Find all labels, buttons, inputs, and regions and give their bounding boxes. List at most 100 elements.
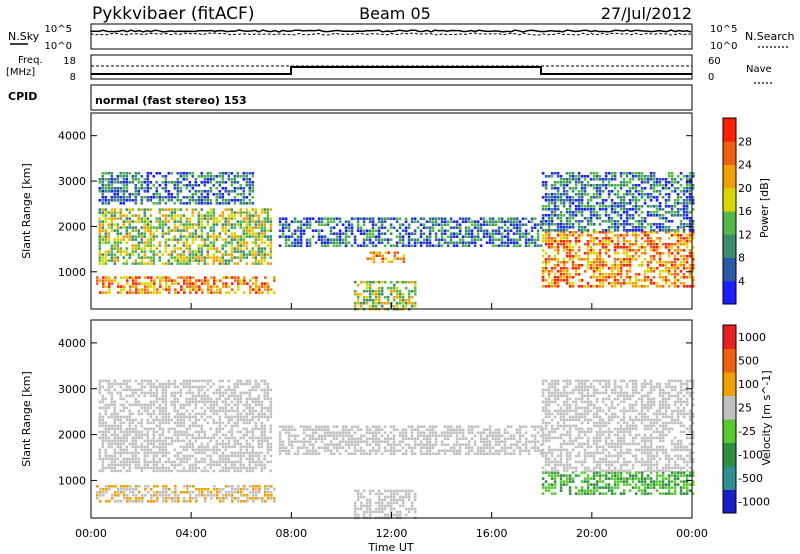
power-cell	[245, 178, 249, 181]
power-cell	[176, 196, 180, 199]
power-cell	[667, 246, 671, 249]
velocity-cell	[206, 448, 210, 452]
power-cell	[107, 202, 111, 205]
power-cell	[604, 211, 608, 214]
velocity-cell	[101, 460, 105, 464]
power-cell	[613, 234, 617, 237]
power-cell	[559, 184, 563, 187]
power-cell	[329, 238, 333, 241]
velocity-cell	[146, 460, 150, 464]
power-cell	[98, 256, 102, 259]
power-cell	[691, 285, 695, 288]
power-cell	[375, 251, 379, 254]
power-cell	[305, 244, 309, 247]
velocity-cell	[206, 469, 210, 473]
velocity-cell	[353, 440, 357, 443]
power-cell	[119, 199, 123, 202]
power-cell	[547, 234, 551, 237]
velocity-cell	[248, 409, 252, 413]
power-cell	[110, 247, 114, 250]
velocity-cell	[344, 431, 348, 434]
power-cell	[664, 202, 668, 205]
power-cell	[688, 276, 692, 279]
power-cell	[562, 234, 566, 237]
power-cell	[372, 257, 376, 260]
power-cell	[637, 190, 641, 193]
velocity-cell	[305, 449, 309, 452]
power-cell	[162, 279, 165, 282]
power-cell	[485, 229, 489, 232]
power-cell	[673, 261, 677, 264]
velocity-cell	[248, 436, 252, 440]
power-cell	[610, 276, 614, 279]
power-cell	[673, 205, 677, 208]
power-cell	[640, 205, 644, 208]
power-cell	[131, 208, 135, 211]
power-cell	[176, 172, 180, 175]
power-cell	[646, 285, 650, 288]
power-cell	[565, 237, 569, 240]
velocity-cell	[215, 400, 219, 404]
velocity-cell	[125, 433, 129, 437]
velocity-cell	[149, 412, 153, 416]
velocity-cell	[281, 440, 285, 443]
power-cell	[165, 285, 168, 288]
power-cell	[213, 282, 216, 285]
power-cell	[365, 235, 369, 238]
power-cell	[264, 276, 267, 279]
velocity-cell	[212, 460, 216, 464]
power-cell	[158, 217, 162, 220]
power-cell	[257, 223, 261, 226]
power-cell	[161, 199, 165, 202]
power-cell	[598, 258, 602, 261]
velocity-cell	[173, 391, 177, 395]
power-cell	[362, 241, 366, 244]
power-cell	[293, 232, 297, 235]
velocity-cell	[350, 443, 354, 446]
power-cell	[691, 223, 695, 226]
velocity-cell	[194, 451, 198, 455]
power-cell	[230, 223, 234, 226]
velocity-cell	[260, 388, 264, 392]
power-cell	[317, 223, 321, 226]
power-cell	[221, 214, 225, 217]
power-cell	[98, 259, 102, 262]
power-cell	[284, 244, 288, 247]
velocity-cell	[146, 418, 150, 422]
power-cell	[586, 175, 590, 178]
velocity-cell	[239, 418, 243, 422]
power-cell	[574, 214, 578, 217]
velocity-cell	[332, 431, 336, 434]
velocity-cell	[269, 469, 273, 473]
power-cell	[269, 229, 273, 232]
power-cell	[233, 181, 237, 184]
power-cell	[101, 190, 105, 193]
power-cell	[452, 235, 456, 238]
power-cell	[649, 223, 653, 226]
power-cell	[227, 223, 231, 226]
power-cell	[604, 220, 608, 223]
power-cell	[640, 190, 644, 193]
power-cell	[604, 273, 608, 276]
power-cell	[377, 301, 381, 305]
velocity-cell	[257, 436, 261, 440]
velocity-cell	[143, 409, 147, 413]
velocity-cell	[311, 428, 315, 431]
velocity-cell	[152, 457, 156, 461]
velocity-cell	[200, 457, 204, 461]
power-cell	[167, 196, 171, 199]
velocity-cell	[98, 418, 102, 422]
power-cell	[395, 304, 399, 308]
power-cell	[164, 244, 168, 247]
power-cell	[595, 243, 599, 246]
power-cell	[120, 291, 123, 294]
velocity-cell	[281, 428, 285, 431]
power-cell	[200, 259, 204, 262]
velocity-cell	[107, 463, 111, 467]
velocity-cell	[245, 427, 249, 431]
power-cell	[299, 238, 303, 241]
velocity-cell	[260, 433, 264, 437]
power-cell	[544, 261, 548, 264]
power-cell	[533, 238, 537, 241]
